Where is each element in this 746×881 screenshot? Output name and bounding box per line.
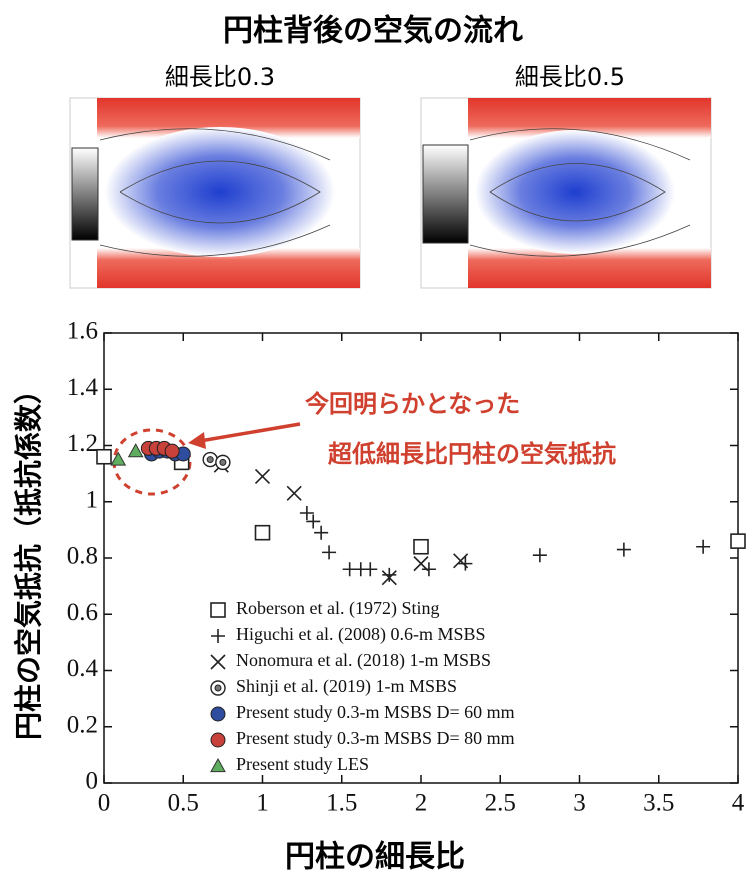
y-tick-label: 0.2 xyxy=(67,711,98,738)
data-point xyxy=(256,469,270,483)
arrow xyxy=(200,424,300,441)
data-point xyxy=(696,540,710,554)
x-tick-label: 3 xyxy=(573,790,586,817)
data-point xyxy=(129,444,143,457)
y-tick-label: 1.2 xyxy=(67,430,98,457)
y-tick-label: 0 xyxy=(86,768,99,795)
legend-marker xyxy=(211,603,225,617)
legend-label: Present study 0.3-m MSBS D= 80 mm xyxy=(236,728,515,748)
data-point xyxy=(617,543,631,557)
x-tick-label: 4 xyxy=(732,790,745,817)
legend-label: Roberson et al. (1972) Sting xyxy=(236,598,439,619)
legend-marker xyxy=(211,629,225,643)
panel-label: 細長比0.3 xyxy=(165,63,275,91)
data-point xyxy=(300,506,314,520)
data-point xyxy=(314,526,328,540)
y-axis-label: 円柱の空気抵抗（抵抗係数） xyxy=(12,376,45,740)
figure: 円柱背後の空気の流れ 細長比0.3 細長比0.5 円柱の細長比 円柱の空気抵抗（… xyxy=(0,0,746,881)
data-point xyxy=(422,562,436,576)
y-tick-label: 1.6 xyxy=(67,318,98,345)
x-axis-label: 円柱の細長比 xyxy=(285,840,465,875)
flow-image xyxy=(70,98,360,288)
x-tick-label: 0 xyxy=(98,790,111,817)
data-point xyxy=(533,548,547,562)
data-point xyxy=(287,486,301,500)
data-point xyxy=(203,453,217,467)
x-tick-label: 3.5 xyxy=(643,790,674,817)
x-tick-label: 0.5 xyxy=(168,790,199,817)
figure-title: 円柱背後の空気の流れ xyxy=(223,14,523,49)
y-tick-label: 0.8 xyxy=(67,543,98,570)
y-tick-label: 0.4 xyxy=(67,655,99,682)
y-tick-label: 0.6 xyxy=(67,599,98,626)
legend-marker xyxy=(211,733,225,747)
data-point xyxy=(458,557,472,571)
data-point xyxy=(165,444,179,458)
legend-label: Present study LES xyxy=(236,754,369,774)
legend-label: Shinji et al. (2019) 1-m MSBS xyxy=(236,676,457,697)
y-tick-label: 1.4 xyxy=(67,374,99,401)
data-point xyxy=(363,562,377,576)
x-tick-label: 2 xyxy=(415,790,428,817)
legend-label: Present study 0.3-m MSBS D= 60 mm xyxy=(236,702,515,722)
data-point xyxy=(731,534,745,548)
data-point xyxy=(382,568,396,582)
legend-marker xyxy=(211,707,225,721)
data-point xyxy=(322,545,336,559)
ring-inner xyxy=(220,459,226,465)
x-tick-label: 1.5 xyxy=(326,790,357,817)
data-point xyxy=(216,455,230,469)
x-tick-label: 2.5 xyxy=(485,790,516,817)
data-point xyxy=(306,514,320,528)
data-point xyxy=(256,526,270,540)
data-point xyxy=(111,453,125,466)
data-point xyxy=(414,540,428,554)
flow-image xyxy=(421,98,711,288)
ring-inner xyxy=(207,457,213,463)
legend-marker xyxy=(211,759,225,772)
arrow-head xyxy=(188,432,206,449)
data-point xyxy=(97,450,111,464)
annotation: 今回明らかとなった xyxy=(305,390,520,418)
y-tick-label: 1 xyxy=(86,486,99,513)
ring-inner xyxy=(215,685,221,691)
panel-label: 細長比0.5 xyxy=(515,63,625,91)
data-point xyxy=(414,557,428,571)
legend-marker xyxy=(211,681,225,695)
legend-marker xyxy=(211,655,225,669)
legend-label: Higuchi et al. (2008) 0.6-m MSBS xyxy=(236,624,486,645)
annotation: 超低細長比円柱の空気抵抗 xyxy=(328,440,616,468)
x-tick-label: 1 xyxy=(256,790,269,817)
legend-label: Nonomura et al. (2018) 1-m MSBS xyxy=(236,650,491,671)
